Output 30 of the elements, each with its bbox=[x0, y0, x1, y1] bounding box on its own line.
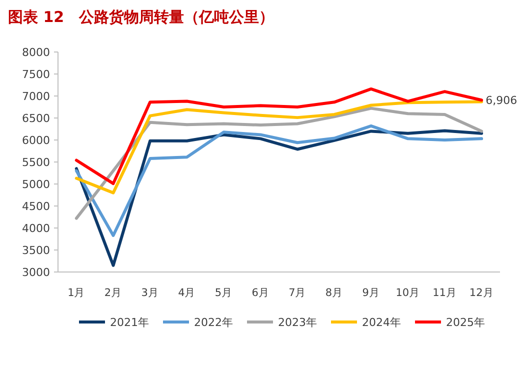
legend-label: 2022年 bbox=[194, 316, 233, 329]
x-tick-label: 5月 bbox=[214, 287, 233, 299]
y-tick-label: 4500 bbox=[22, 200, 50, 213]
x-tick-label: 7月 bbox=[288, 287, 306, 299]
legend-label: 2025年 bbox=[446, 316, 485, 329]
y-tick-label: 6000 bbox=[22, 134, 50, 147]
x-tick-label: 4月 bbox=[178, 287, 196, 299]
y-tick-label: 6500 bbox=[22, 112, 50, 125]
x-tick-label: 11月 bbox=[432, 287, 457, 299]
y-tick-label: 7500 bbox=[22, 68, 50, 81]
y-tick-label: 8000 bbox=[22, 46, 50, 59]
y-tick-label: 7000 bbox=[22, 90, 50, 103]
legend-label: 2021年 bbox=[110, 316, 149, 329]
title: 图表 12 公路货物周转量（亿吨公里） bbox=[8, 8, 274, 26]
data-label: 6,906 bbox=[486, 94, 518, 108]
y-tick-label: 3000 bbox=[22, 266, 50, 279]
y-tick-label: 5000 bbox=[22, 178, 50, 191]
legend-label: 2023年 bbox=[278, 316, 317, 329]
x-tick-label: 10月 bbox=[396, 287, 420, 299]
x-tick-label: 9月 bbox=[362, 287, 380, 299]
x-tick-label: 6月 bbox=[252, 287, 270, 299]
x-tick-label: 3月 bbox=[141, 287, 159, 299]
x-tick-label: 12月 bbox=[469, 287, 494, 299]
y-tick-label: 5500 bbox=[22, 156, 50, 169]
y-tick-label: 3500 bbox=[22, 244, 50, 257]
x-tick-label: 8月 bbox=[325, 287, 344, 299]
y-tick-label: 4000 bbox=[22, 222, 50, 235]
x-tick-label: 2月 bbox=[104, 287, 122, 299]
x-tick-label: 1月 bbox=[68, 287, 86, 299]
legend-label: 2024年 bbox=[362, 316, 401, 329]
